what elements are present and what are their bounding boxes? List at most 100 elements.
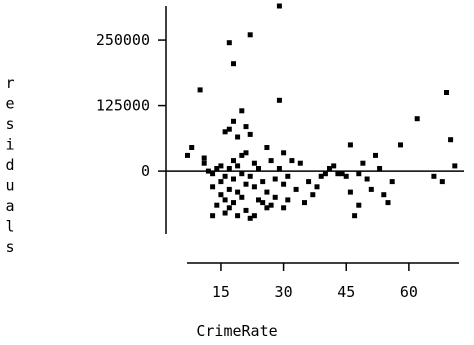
data-point: [210, 213, 216, 219]
data-point: [247, 131, 253, 137]
x-tick-label: 60: [400, 283, 418, 301]
data-point: [243, 181, 249, 187]
data-point: [214, 166, 220, 171]
data-point: [231, 118, 236, 124]
y-axis-title-letter: u: [5, 177, 14, 195]
data-point: [247, 32, 253, 38]
data-point: [285, 173, 291, 179]
data-point: [218, 179, 224, 185]
data-point: [226, 126, 232, 132]
data-point: [226, 205, 232, 211]
y-axis-title-letter: s: [5, 238, 14, 256]
data-point: [226, 186, 232, 192]
data-point: [356, 202, 362, 208]
data-point: [302, 200, 307, 206]
y-axis-title-letter: l: [5, 218, 14, 236]
data-point: [251, 160, 257, 166]
data-point: [276, 97, 282, 103]
data-point: [310, 192, 316, 198]
y-axis-title-letter: a: [5, 197, 14, 215]
data-point: [268, 158, 274, 164]
data-point: [222, 210, 228, 216]
x-tick-label: 45: [337, 283, 355, 301]
data-point: [210, 184, 216, 190]
data-point: [218, 192, 224, 198]
data-point: [281, 181, 287, 187]
data-point: [239, 108, 245, 114]
data-point: [210, 171, 216, 177]
data-point: [243, 124, 249, 130]
data-point: [331, 163, 337, 169]
y-tick-label: 125000: [96, 97, 150, 115]
data-point: [385, 200, 391, 206]
data-point: [264, 145, 270, 150]
data-point: [235, 163, 241, 169]
data-point: [226, 40, 232, 46]
data-point: [377, 166, 383, 171]
data-point: [414, 116, 420, 122]
data-point: [201, 160, 207, 166]
data-point: [431, 173, 437, 179]
data-point: [222, 197, 228, 203]
data-point: [389, 179, 395, 185]
data-point: [251, 213, 257, 219]
data-point: [318, 173, 324, 179]
data-point: [381, 192, 387, 198]
data-point: [360, 160, 366, 166]
data-point: [364, 176, 370, 182]
data-point: [260, 200, 266, 206]
data-point: [189, 145, 195, 150]
data-point: [231, 61, 236, 67]
data-point: [322, 171, 328, 177]
data-point: [448, 137, 454, 143]
data-point: [452, 163, 458, 169]
points-layer: [185, 3, 458, 221]
data-point: [185, 152, 190, 158]
data-point: [243, 150, 249, 156]
data-point: [289, 158, 295, 164]
data-point: [327, 166, 332, 171]
data-point: [214, 202, 220, 208]
data-point: [297, 160, 303, 166]
data-point: [268, 202, 274, 208]
data-point: [398, 142, 403, 148]
data-point: [243, 207, 249, 213]
data-point: [256, 197, 261, 203]
axes-layer: [158, 6, 464, 271]
data-point: [356, 171, 362, 177]
data-point: [281, 150, 287, 156]
data-point: [444, 90, 449, 95]
x-tick-label: 30: [275, 283, 293, 301]
data-point: [231, 158, 236, 164]
data-point: [293, 186, 299, 192]
data-point: [231, 200, 236, 206]
data-point: [239, 171, 245, 177]
y-axis-title-letter: r: [5, 74, 14, 92]
data-point: [343, 173, 349, 179]
data-point: [197, 87, 203, 93]
data-point: [201, 155, 207, 161]
data-point: [239, 152, 245, 158]
data-point: [235, 213, 241, 219]
y-axis-title-letter: i: [5, 136, 14, 154]
data-point: [247, 215, 253, 221]
data-point: [276, 3, 282, 9]
data-point: [251, 184, 257, 190]
data-point: [314, 184, 320, 190]
data-point: [347, 189, 353, 195]
data-point: [373, 152, 378, 158]
data-point: [218, 163, 224, 169]
data-point: [235, 189, 241, 195]
data-point: [306, 179, 312, 185]
data-point: [231, 176, 236, 182]
labels-layer: 0 125000 250000 15 30 45 60: [96, 31, 418, 301]
data-point: [222, 173, 228, 179]
data-point: [335, 171, 341, 177]
y-tick-label: 0: [141, 162, 150, 180]
data-point: [256, 166, 261, 171]
data-point: [264, 189, 270, 195]
data-point: [281, 205, 287, 211]
data-point: [272, 176, 278, 182]
